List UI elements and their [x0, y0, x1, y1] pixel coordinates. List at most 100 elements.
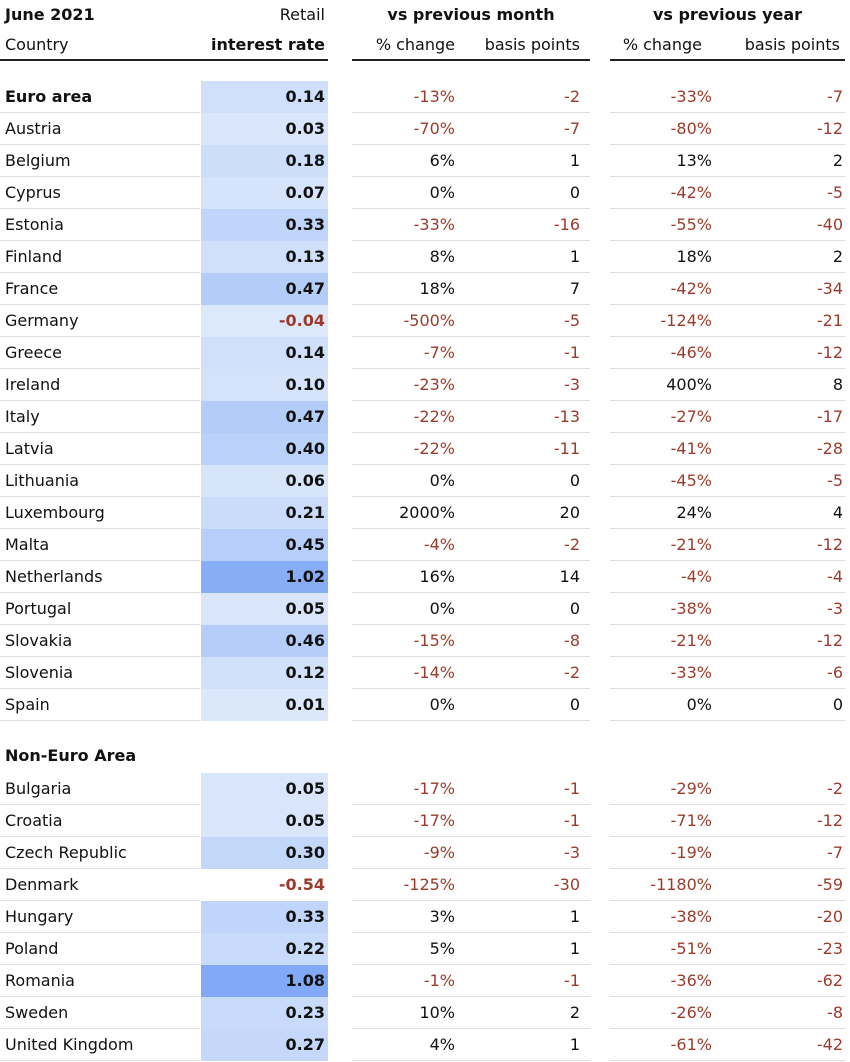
column-header: basis points — [484, 35, 580, 54]
month-basis-points: 1 — [569, 247, 580, 266]
month-pct-change: 5% — [429, 939, 455, 958]
row-rule — [352, 272, 590, 273]
year-basis-points: 2 — [832, 151, 843, 170]
month-basis-points: -3 — [564, 375, 580, 394]
group-header: vs previous month — [387, 5, 555, 24]
country-name: Luxembourg — [5, 503, 105, 522]
row-rule — [0, 900, 200, 901]
row-rule — [0, 240, 200, 241]
row-rule — [610, 176, 845, 177]
month-pct-change: 4% — [429, 1035, 455, 1054]
month-basis-points: 2 — [569, 1003, 580, 1022]
month-pct-change: 6% — [429, 151, 455, 170]
rate-value: 0.21 — [285, 503, 325, 522]
rate-cell-bg — [201, 561, 328, 593]
row-rule — [352, 1028, 590, 1029]
country-name: Lithuania — [5, 471, 80, 490]
row-rule — [610, 624, 845, 625]
year-pct-change: -33% — [670, 87, 712, 106]
year-pct-change: -42% — [670, 279, 712, 298]
month-basis-points: 1 — [569, 151, 580, 170]
month-basis-points: 0 — [569, 471, 580, 490]
row-rule — [0, 208, 200, 209]
year-basis-points: -42 — [816, 1035, 843, 1054]
row-rule — [610, 144, 845, 145]
country-name: Latvia — [5, 439, 54, 458]
rate-value: 0.27 — [285, 1035, 325, 1054]
month-pct-change: -17% — [413, 811, 455, 830]
rate-value: 0.14 — [285, 343, 325, 362]
row-rule — [0, 336, 200, 337]
year-pct-change: -21% — [670, 535, 712, 554]
year-basis-points: -5 — [827, 183, 843, 202]
year-pct-change: 24% — [676, 503, 712, 522]
month-basis-points: -1 — [564, 811, 580, 830]
year-pct-change: -41% — [670, 439, 712, 458]
row-rule — [0, 464, 200, 465]
rate-value: 0.30 — [285, 843, 325, 862]
month-basis-points: -1 — [564, 971, 580, 990]
section-title: Non-Euro Area — [5, 746, 137, 765]
month-basis-points: 7 — [569, 279, 580, 298]
table-title: June 2021 — [5, 5, 95, 24]
year-basis-points: -8 — [827, 1003, 843, 1022]
country-name: Ireland — [5, 375, 61, 394]
month-pct-change: 0% — [429, 599, 455, 618]
row-rule — [0, 176, 200, 177]
year-basis-points: -2 — [827, 779, 843, 798]
year-basis-points: -28 — [816, 439, 843, 458]
row-rule — [0, 400, 200, 401]
month-pct-change: -7% — [423, 343, 455, 362]
year-basis-points: -59 — [816, 875, 843, 894]
country-name: Germany — [5, 311, 79, 330]
month-basis-points: -30 — [553, 875, 580, 894]
month-basis-points: 0 — [569, 695, 580, 714]
row-rule — [352, 688, 590, 689]
row-rule — [0, 836, 200, 837]
year-pct-change: -45% — [670, 471, 712, 490]
rate-value: 0.06 — [285, 471, 325, 490]
country-name: Belgium — [5, 151, 71, 170]
row-rule — [610, 432, 845, 433]
row-rule — [610, 592, 845, 593]
rate-value: 0.14 — [285, 87, 325, 106]
row-rule — [352, 432, 590, 433]
month-basis-points: -13 — [553, 407, 580, 426]
row-rule — [0, 528, 200, 529]
column-header: % change — [622, 35, 702, 54]
rate-cell-bg — [201, 337, 328, 369]
month-pct-change: 10% — [419, 1003, 455, 1022]
row-rule — [352, 528, 590, 529]
year-pct-change: -38% — [670, 599, 712, 618]
row-rule — [0, 592, 200, 593]
row-rule — [0, 112, 200, 113]
rate-value: 1.08 — [285, 971, 325, 990]
rate-cell-bg — [201, 401, 328, 433]
row-rule — [352, 836, 590, 837]
year-basis-points: -21 — [816, 311, 843, 330]
month-pct-change: -1% — [423, 971, 455, 990]
row-rule — [0, 624, 200, 625]
row-rule — [0, 932, 200, 933]
row-rule — [352, 112, 590, 113]
rate-cell-bg — [201, 497, 328, 529]
month-basis-points: -2 — [564, 535, 580, 554]
row-rule — [352, 1060, 590, 1061]
country-name: Portugal — [5, 599, 72, 618]
row-rule — [0, 964, 200, 965]
row-rule — [610, 688, 845, 689]
country-name: Bulgaria — [5, 779, 72, 798]
month-basis-points: 0 — [569, 599, 580, 618]
year-basis-points: -20 — [816, 907, 843, 926]
row-rule — [0, 1060, 200, 1061]
year-pct-change: -27% — [670, 407, 712, 426]
row-rule — [0, 272, 200, 273]
row-rule — [352, 144, 590, 145]
rate-value: 0.23 — [285, 1003, 325, 1022]
row-rule — [610, 304, 845, 305]
month-pct-change: 0% — [429, 183, 455, 202]
year-basis-points: -12 — [816, 119, 843, 138]
row-rule — [352, 720, 590, 721]
month-pct-change: 0% — [429, 695, 455, 714]
